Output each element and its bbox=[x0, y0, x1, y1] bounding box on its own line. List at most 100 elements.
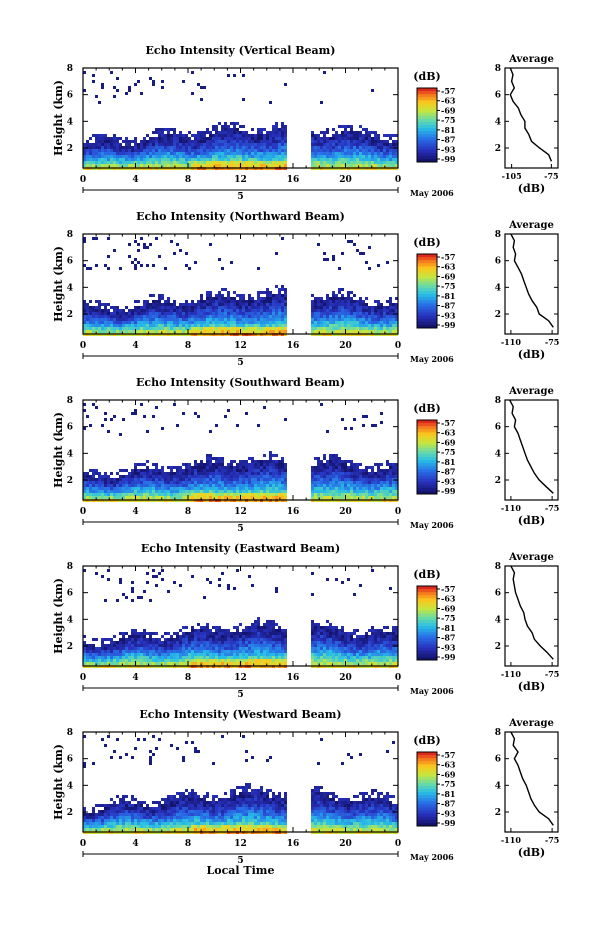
heatmap-cell bbox=[269, 324, 272, 327]
heatmap-cell bbox=[311, 478, 314, 481]
heatmap-cell bbox=[149, 321, 152, 324]
heatmap-cell bbox=[173, 490, 176, 493]
heatmap-cell bbox=[134, 475, 137, 478]
heatmap-cell bbox=[173, 475, 176, 478]
heatmap-cell bbox=[224, 469, 227, 472]
heatmap-cell bbox=[212, 321, 215, 324]
heatmap-cell bbox=[107, 656, 110, 659]
heatmap-cell bbox=[167, 324, 170, 327]
heatmap-cell bbox=[350, 321, 353, 324]
heatmap-cell bbox=[275, 134, 278, 137]
heatmap-cell bbox=[104, 599, 107, 602]
heatmap-cell bbox=[248, 152, 251, 155]
heatmap-cell bbox=[98, 158, 101, 161]
heatmap-cell bbox=[92, 647, 95, 650]
heatmap-cell bbox=[236, 650, 239, 653]
heatmap-cell bbox=[116, 659, 119, 662]
heatmap-cell bbox=[212, 125, 215, 128]
heatmap-cell bbox=[257, 321, 260, 324]
heatmap-cell bbox=[104, 659, 107, 662]
x-tick-label: 8 bbox=[185, 507, 191, 517]
heatmap-cell bbox=[227, 656, 230, 659]
heatmap-cell bbox=[236, 493, 239, 496]
heatmap-cell bbox=[164, 638, 167, 641]
heatmap-cell bbox=[158, 155, 161, 158]
heatmap-cell bbox=[344, 131, 347, 134]
heatmap-cell bbox=[335, 318, 338, 321]
heatmap-cell bbox=[332, 312, 335, 315]
heatmap-cell bbox=[137, 493, 140, 496]
heatmap-cell bbox=[260, 315, 263, 318]
colorbar-swatch bbox=[417, 128, 437, 132]
heatmap-cell bbox=[218, 635, 221, 638]
heatmap-cell bbox=[158, 327, 161, 330]
heatmap-cell bbox=[263, 475, 266, 478]
heatmap-cell bbox=[89, 309, 92, 312]
heatmap-cell bbox=[161, 134, 164, 137]
heatmap-cell bbox=[152, 143, 155, 146]
heatmap-cell bbox=[335, 312, 338, 315]
heatmap-cell bbox=[317, 487, 320, 490]
heatmap-cell bbox=[317, 463, 320, 466]
heatmap-cell bbox=[83, 635, 86, 638]
heatmap-cell bbox=[272, 137, 275, 140]
heatmap-cell bbox=[119, 578, 122, 581]
average-y-tick-label: 6 bbox=[495, 91, 501, 101]
heatmap-cell bbox=[194, 146, 197, 149]
heatmap-cell bbox=[383, 140, 386, 143]
heatmap-cell bbox=[320, 152, 323, 155]
heatmap-cell bbox=[350, 481, 353, 484]
heatmap-cell bbox=[101, 327, 104, 330]
heatmap-cell bbox=[248, 635, 251, 638]
heatmap-cell bbox=[386, 300, 389, 303]
heatmap-cell bbox=[230, 315, 233, 318]
heatmap-cell bbox=[242, 493, 245, 496]
heatmap-cell bbox=[338, 330, 341, 333]
heatmap-cell bbox=[233, 318, 236, 321]
heatmap-cell bbox=[185, 324, 188, 327]
heatmap-cell bbox=[209, 306, 212, 309]
heatmap-cell bbox=[113, 249, 116, 252]
heatmap-cell bbox=[347, 306, 350, 309]
heatmap-cell bbox=[368, 490, 371, 493]
heatmap-cell bbox=[338, 306, 341, 309]
heatmap-cell bbox=[275, 122, 278, 125]
heatmap-cell bbox=[149, 484, 152, 487]
heatmap-cell bbox=[101, 481, 104, 484]
heatmap-cell bbox=[278, 161, 281, 164]
heatmap-cell bbox=[104, 155, 107, 158]
heatmap-cell bbox=[236, 644, 239, 647]
heatmap-cell bbox=[173, 653, 176, 656]
average-frame bbox=[504, 67, 559, 169]
heatmap-cell bbox=[206, 146, 209, 149]
heatmap-cell bbox=[107, 653, 110, 656]
heatmap-cell bbox=[350, 300, 353, 303]
heatmap-cell bbox=[332, 306, 335, 309]
heatmap-cell bbox=[377, 318, 380, 321]
heatmap-cell bbox=[215, 321, 218, 324]
heatmap-field bbox=[83, 71, 398, 170]
heatmap-cell bbox=[230, 297, 233, 300]
heatmap-cell bbox=[209, 632, 212, 635]
heatmap-cell bbox=[248, 638, 251, 641]
heatmap-cell bbox=[170, 656, 173, 659]
heatmap-cell bbox=[194, 261, 197, 264]
heatmap-cell bbox=[116, 484, 119, 487]
heatmap-cell bbox=[89, 152, 92, 155]
heatmap-cell bbox=[161, 306, 164, 309]
heatmap-cell bbox=[314, 297, 317, 300]
heatmap-cell bbox=[83, 650, 86, 653]
heatmap-cell bbox=[176, 659, 179, 662]
heatmap-cell bbox=[359, 143, 362, 146]
heatmap-cell bbox=[359, 125, 362, 128]
heatmap-cell bbox=[152, 324, 155, 327]
heatmap-cell bbox=[317, 149, 320, 152]
heatmap-cell bbox=[371, 149, 374, 152]
heatmap-cell bbox=[251, 161, 254, 164]
average-title: Average bbox=[508, 386, 554, 397]
heatmap-cell bbox=[248, 155, 251, 158]
heatmap-cell bbox=[164, 158, 167, 161]
heatmap-cell bbox=[254, 306, 257, 309]
heatmap-cell bbox=[116, 89, 119, 92]
heatmap-cell bbox=[383, 161, 386, 164]
